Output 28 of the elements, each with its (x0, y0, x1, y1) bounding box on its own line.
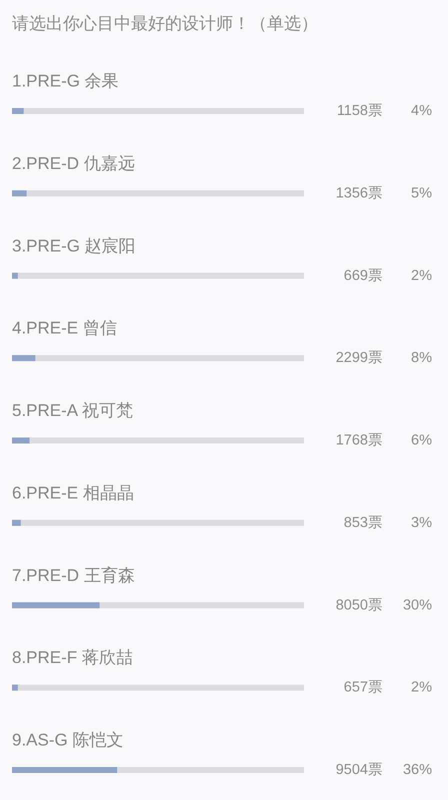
annotation: 8050票 (336, 597, 383, 614)
category-label: 3.PRE-G 赵宸阳 (12, 236, 136, 255)
annotation: 1158票 (336, 103, 383, 119)
category-label: 7.PRE-D 王育森 (12, 565, 135, 584)
title: 请选出你心目中最好的设计师！（单选） (12, 14, 318, 32)
annotation: 1768票 (336, 432, 383, 448)
annotation: 1356票 (336, 185, 383, 202)
annotation: 853票 (344, 514, 383, 531)
annotation: 9504票 (336, 762, 383, 778)
category-label: 4.PRE-E 曾信 (12, 318, 117, 338)
category-label: 8.PRE-F 蒋欣喆 (12, 648, 133, 667)
value-label: 6% (411, 432, 432, 448)
value-label: 2% (411, 268, 432, 284)
annotation: 657票 (344, 680, 383, 696)
category-label: 1.PRE-G 余果 (12, 71, 119, 90)
value-label: 36% (402, 762, 432, 778)
value-label: 8% (411, 350, 432, 366)
annotation: 2299票 (336, 350, 383, 366)
value-label: 3% (411, 514, 432, 531)
value-label: 4% (411, 103, 432, 119)
category-label: 2.PRE-D 仇嘉远 (12, 153, 135, 172)
category-label: 5.PRE-A 祝可梵 (12, 400, 133, 420)
category-label: 6.PRE-E 相晶晶 (12, 482, 134, 502)
value-label: 30% (402, 597, 432, 614)
annotation: 669票 (344, 268, 383, 284)
value-label: 2% (411, 680, 432, 696)
category-label: 9.AS-G 陈恺文 (12, 730, 124, 749)
value-label: 5% (411, 185, 432, 202)
